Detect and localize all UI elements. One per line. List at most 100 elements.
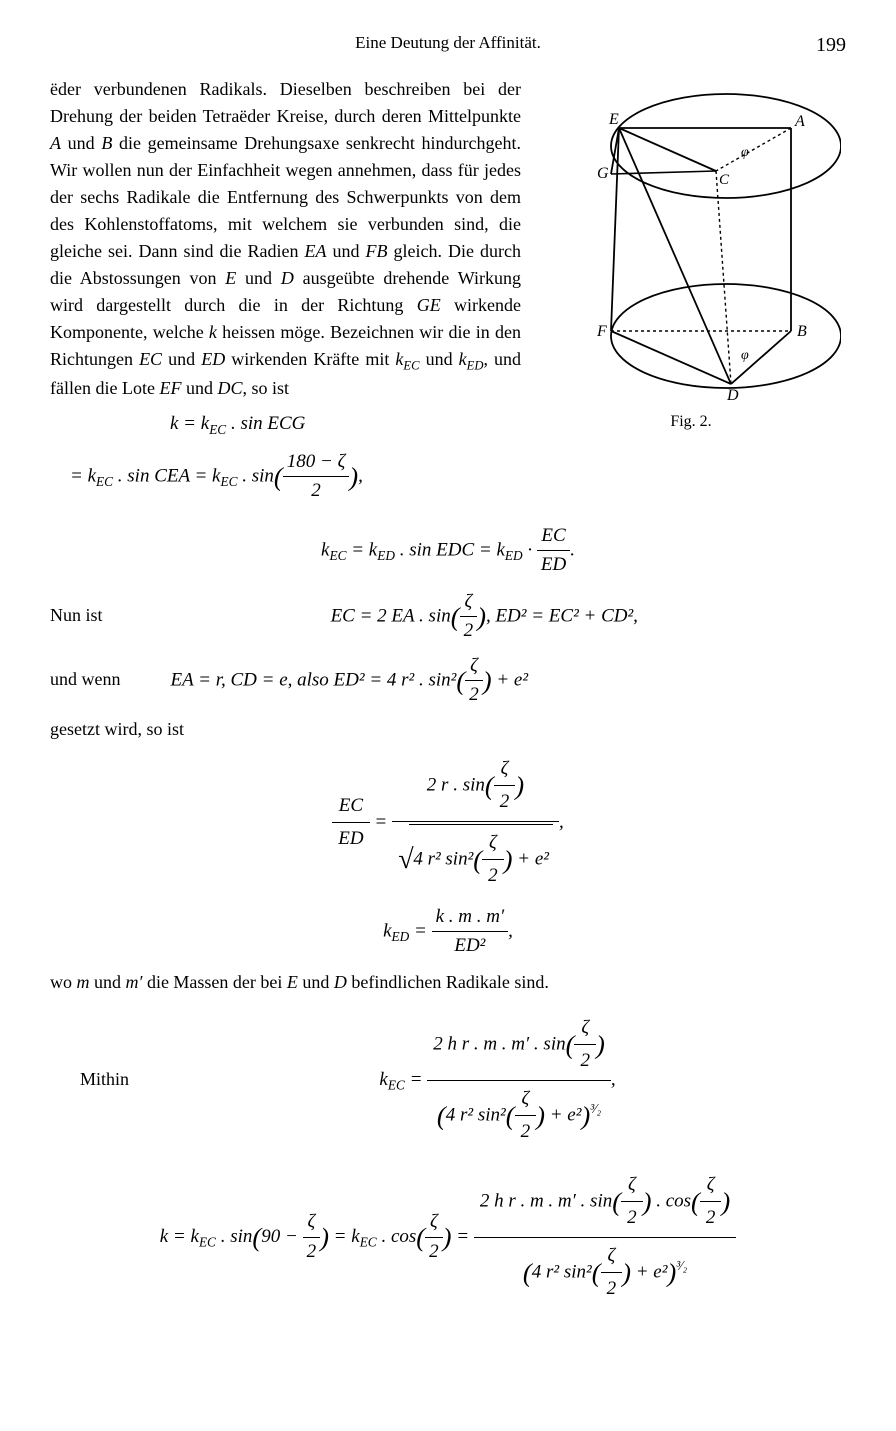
eq-text: EC = 2 EA . sin — [331, 605, 451, 626]
eq-text: 90 − — [261, 1226, 302, 1247]
eq-text: = k — [346, 539, 377, 560]
text: und — [327, 241, 366, 261]
exp: ³⁄₂ — [590, 1101, 601, 1116]
den: 2 — [465, 681, 483, 710]
den: 2 — [494, 786, 516, 819]
eq-text: + e² — [513, 848, 549, 869]
equation-7: kED = k . m . m′ED², — [50, 903, 846, 961]
num: ζ — [494, 753, 516, 787]
text: wo — [50, 972, 77, 992]
sub: ED — [467, 358, 484, 372]
page-header: Eine Deutung der Affinität. 199 — [50, 30, 846, 56]
var-GE: GE — [417, 295, 441, 315]
sub: EC — [403, 358, 419, 372]
sub: EC — [360, 1234, 377, 1249]
text: und — [90, 972, 126, 992]
text: ëder verbundenen Radikals. Dieselben bes… — [50, 79, 521, 126]
figure-2-svg: φ φ E A G C F B D — [541, 76, 841, 406]
svg-text:E: E — [608, 111, 619, 128]
var-A: A — [50, 133, 61, 153]
text: und — [162, 349, 201, 369]
eq-text: . cos — [651, 1190, 691, 1211]
num: 2 r . sin(ζ2) — [392, 751, 559, 822]
sub: EC — [199, 1234, 216, 1249]
den: 2 — [574, 1045, 596, 1078]
eq-text: . cos — [377, 1226, 417, 1247]
eq-text: , ED² = EC² + CD², — [486, 605, 638, 626]
num: ζ — [700, 1169, 722, 1203]
eq-text: . sin — [237, 465, 273, 486]
svg-text:φ: φ — [741, 348, 749, 363]
eq-text: 2 h r . m . m′ . sin — [480, 1190, 612, 1211]
sub: ED — [392, 929, 410, 944]
var-D: D — [281, 268, 294, 288]
sub: EC — [209, 422, 226, 437]
sub: EC — [388, 1077, 405, 1092]
num: EC — [332, 790, 369, 824]
text: und — [298, 972, 334, 992]
page-number: 199 — [816, 30, 846, 60]
lead-text: Mithin — [50, 1066, 149, 1093]
den: (4 r² sin²(ζ2) + e²)³⁄₂ — [427, 1081, 611, 1151]
equation-9: k = kEC . sin(90 − ζ2) = kEC . cos(ζ2) =… — [50, 1167, 846, 1308]
equation-5: EA = r, CD = e, also ED² = 4 r² . sin²(ζ… — [141, 652, 847, 710]
num: ζ — [482, 827, 504, 861]
den: 2 — [460, 617, 478, 646]
text: die Massen der bei — [142, 972, 286, 992]
eq-text: 4 r² sin² — [532, 1261, 592, 1282]
eq-text: + e² — [545, 1104, 581, 1125]
gesetzt-text: gesetzt wird, so ist — [50, 716, 846, 743]
eq-text: k — [383, 920, 391, 941]
den: 2 — [601, 1273, 623, 1306]
eq-text: . sin CEA = k — [113, 465, 220, 486]
num: 2 h r . m . m′ . sin(ζ2) — [427, 1010, 611, 1081]
text: und — [236, 268, 281, 288]
var-EF: EF — [159, 378, 181, 398]
eq-text: + e² — [492, 669, 528, 690]
text: befindlichen Radikale sind. — [347, 972, 549, 992]
text: , so ist — [242, 378, 289, 398]
num: ζ — [460, 588, 478, 618]
eq-text: 4 r² sin² — [413, 848, 473, 869]
var-E: E — [225, 268, 236, 288]
svg-text:C: C — [719, 172, 730, 188]
den: (4 r² sin²(ζ2) + e²)³⁄₂ — [474, 1238, 736, 1308]
num: ζ — [621, 1169, 643, 1203]
eq-text: = — [409, 920, 431, 941]
var-ED: ED — [201, 349, 225, 369]
svg-text:D: D — [726, 387, 739, 404]
den: 2 — [621, 1202, 643, 1235]
lead-text: Nun ist — [50, 602, 123, 629]
eq-text: = — [405, 1069, 427, 1090]
eq-text: · — [523, 539, 537, 560]
exp: ³⁄₂ — [676, 1258, 687, 1273]
var-DC: DC — [217, 378, 242, 398]
sub: ED — [377, 548, 395, 563]
running-title: Eine Deutung der Affinität. — [355, 30, 541, 56]
den: 2 — [515, 1116, 537, 1149]
equation-6: ECED = 2 r . sin(ζ2) √4 r² sin²(ζ2) + e²… — [50, 751, 846, 895]
text: und — [61, 133, 101, 153]
eq-text: + e² — [631, 1261, 667, 1282]
eq-text: = — [451, 1226, 473, 1247]
den: 2 — [425, 1238, 443, 1267]
text: und — [420, 349, 459, 369]
den: 2 — [283, 477, 350, 506]
den: 2 — [482, 860, 504, 893]
eq-text: . sin ECG — [226, 413, 305, 434]
svg-text:A: A — [794, 113, 805, 130]
var-D: D — [334, 972, 347, 992]
den: ED — [332, 823, 369, 856]
var-mprime: m′ — [126, 972, 143, 992]
den: ED — [537, 551, 570, 580]
var-FB: FB — [366, 241, 388, 261]
eq-text: EA = r, CD = e, also ED² = 4 r² . sin² — [171, 669, 457, 690]
eq-text: k — [379, 1069, 387, 1090]
equation-4: EC = 2 EA . sin(ζ2), ED² = EC² + CD², — [123, 588, 846, 646]
eq-text: = k — [70, 465, 96, 486]
var-EC: EC — [139, 349, 162, 369]
var-kED: k — [459, 349, 467, 369]
eq-text: 4 r² sin² — [446, 1104, 506, 1125]
num: 2 h r . m . m′ . sin(ζ2) . cos(ζ2) — [474, 1167, 736, 1238]
figure-caption: Fig. 2. — [536, 410, 846, 434]
